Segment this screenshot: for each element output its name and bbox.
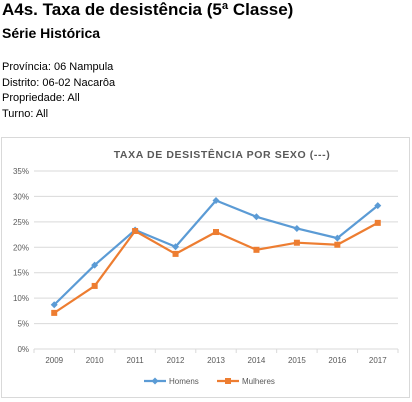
x-tick-label: 2017 bbox=[369, 356, 387, 365]
series-line-homens bbox=[53, 199, 379, 306]
y-tick-label: 25% bbox=[13, 218, 29, 227]
data-point-mulheres bbox=[374, 219, 381, 226]
y-tick-label: 30% bbox=[13, 192, 29, 201]
chart-container: TAXA DE DESISTÊNCIA POR SEXO (---) 0% 5% 10… bbox=[1, 137, 410, 398]
data-point-mulheres bbox=[132, 228, 139, 235]
data-point-mulheres bbox=[172, 250, 179, 257]
data-point-homens bbox=[293, 224, 301, 232]
legend-label-homens: Homens bbox=[169, 377, 199, 386]
legend-marker-mulheres bbox=[225, 378, 231, 384]
data-point-mulheres bbox=[334, 241, 341, 248]
data-point-homens bbox=[91, 261, 99, 269]
page-title: A4s. Taxa de desistência (5ª Classe) bbox=[2, 0, 294, 19]
x-tick-label: 2009 bbox=[45, 356, 63, 365]
x-tick-label: 2010 bbox=[86, 356, 104, 365]
filter-propriedade: Propriedade: All bbox=[2, 92, 80, 104]
legend-label-mulheres: Mulheres bbox=[242, 377, 275, 386]
x-tick-label: 2013 bbox=[207, 356, 225, 365]
x-tick-label: 2014 bbox=[248, 356, 266, 365]
x-tick-label: 2016 bbox=[328, 356, 346, 365]
y-tick-label: 10% bbox=[13, 294, 29, 303]
filter-turno: Turno: All bbox=[2, 107, 49, 120]
filter-list: Província: 06 Nampula Distrito: 06-02 Na… bbox=[2, 60, 115, 122]
legend-marker-homens bbox=[151, 377, 159, 385]
dropout-rate-chart: TAXA DE DESISTÊNCIA POR SEXO (---) 0% 5% 10… bbox=[13, 148, 399, 386]
y-tick-label: 5% bbox=[17, 320, 29, 329]
data-point-homens bbox=[333, 234, 341, 242]
data-point-mulheres bbox=[91, 282, 98, 289]
y-tick-label: 35% bbox=[13, 167, 29, 176]
filter-distrito: Distrito: 06-02 Nacarôa bbox=[2, 76, 116, 89]
y-tick-label: 0% bbox=[17, 345, 29, 354]
data-point-homens bbox=[252, 213, 260, 221]
data-point-homens bbox=[374, 202, 382, 210]
data-point-homens bbox=[212, 196, 220, 204]
filter-provincia: Província: 06 Nampula bbox=[2, 61, 114, 73]
y-tick-label: 15% bbox=[13, 269, 29, 278]
data-point-homens bbox=[50, 301, 58, 309]
data-point-mulheres bbox=[51, 309, 58, 316]
x-tick-label: 2015 bbox=[288, 356, 306, 365]
page-subtitle: Série Histórica bbox=[2, 25, 101, 41]
data-point-mulheres bbox=[213, 229, 219, 236]
data-point-mulheres bbox=[293, 239, 300, 246]
x-tick-label: 2011 bbox=[127, 356, 145, 365]
y-tick-label: 20% bbox=[13, 243, 29, 252]
data-point-homens bbox=[172, 243, 180, 251]
x-tick-label: 2012 bbox=[167, 356, 185, 365]
chart-title: TAXA DE DESISTÊNCIA POR SEXO (---) bbox=[114, 148, 331, 161]
data-point-mulheres bbox=[253, 246, 260, 253]
